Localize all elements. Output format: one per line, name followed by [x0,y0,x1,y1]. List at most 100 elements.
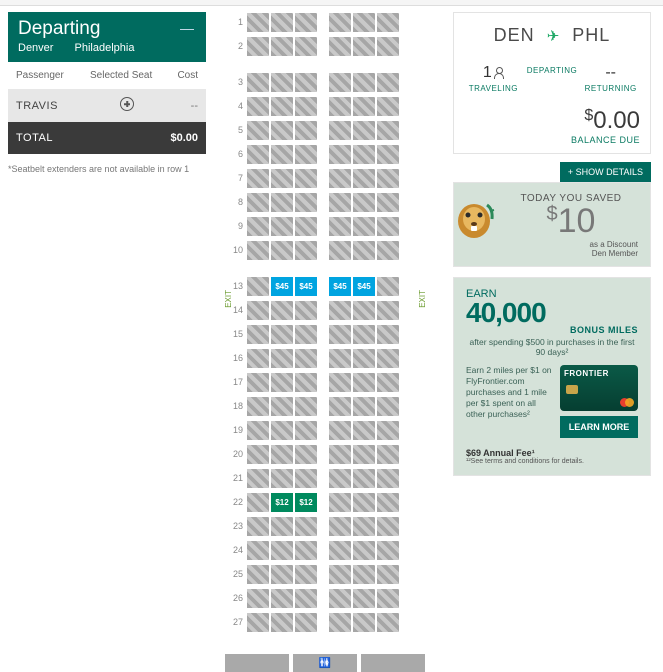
collapse-icon[interactable]: — [180,20,194,36]
seat [271,241,293,260]
row-number: 15 [225,329,243,339]
plane-icon: ✈ [547,28,561,45]
row-number: 17 [225,377,243,387]
row-number: 4 [225,101,243,111]
seat [295,445,317,464]
row-number: 5 [225,125,243,135]
seat [295,517,317,536]
seat [377,217,399,236]
seat [353,169,375,188]
seat [295,373,317,392]
seat [271,541,293,560]
credit-card-box: FRONTIER LEARN MORE [560,365,638,438]
seat [271,325,293,344]
seat [247,145,269,164]
credit-card-image: FRONTIER [560,365,638,411]
seat [271,169,293,188]
seat [353,325,375,344]
seat [271,469,293,488]
seat [353,349,375,368]
seat [377,13,399,32]
seat [271,373,293,392]
seat-priced[interactable]: $45 [271,277,293,296]
seat [377,541,399,560]
seat-priced[interactable]: $12 [295,493,317,512]
row-number: 20 [225,449,243,459]
seat-priced[interactable]: $45 [295,277,317,296]
person-icon [494,67,504,79]
seat-row: 5 [225,120,425,140]
seat [377,145,399,164]
seat-row: 14 [225,300,425,320]
route-to: Philadelphia [75,42,135,54]
lav-left [225,654,289,672]
row-number: 25 [225,569,243,579]
seat [377,445,399,464]
promo-text: Earn 2 miles per $1 on FlyFrontier.com p… [466,365,554,438]
seat [247,493,269,512]
seat-row [225,264,425,272]
balance-amount: $0.00 [464,107,640,135]
seat-row: 9 [225,216,425,236]
seat [271,517,293,536]
seat-priced[interactable]: $12 [271,493,293,512]
departing-label: DEPARTING [523,66,582,75]
plus-icon [120,97,134,111]
seat [329,613,351,632]
seat [353,73,375,92]
seat [353,121,375,140]
seat [329,217,351,236]
seat [353,445,375,464]
seat [329,445,351,464]
card-chip-icon [566,385,578,394]
seat [329,421,351,440]
promo-card: EARN 40,000 BONUS MILES after spending $… [453,277,651,476]
seat-row: 20 [225,444,425,464]
seat [247,517,269,536]
seat-row: 1 [225,12,425,32]
col-passenger: Passenger [16,70,90,81]
promo-body: Earn 2 miles per $1 on FlyFrontier.com p… [466,365,638,438]
promo-fee: $69 Annual Fee¹ [466,448,638,458]
seat [377,277,399,296]
passenger-row[interactable]: TRAVIS -- [8,89,206,122]
seat [377,169,399,188]
seat [247,397,269,416]
lav-center: 🚻 [293,654,357,672]
seat [329,193,351,212]
departing-header: Departing Denver Philadelphia — [8,12,206,62]
seat [247,73,269,92]
seat-priced[interactable]: $45 [329,277,351,296]
seat [353,37,375,56]
seat [247,421,269,440]
row-number: 2 [225,41,243,51]
seat [247,445,269,464]
seat-row: 25 [225,564,425,584]
seat [295,121,317,140]
total-label: TOTAL [16,132,170,144]
seat-rows-container: 1234567891013$45$45$45$45141516171819202… [225,12,425,650]
seat [353,421,375,440]
seat [329,493,351,512]
seat [377,517,399,536]
seat [271,145,293,164]
seat [271,121,293,140]
seat-priced[interactable]: $45 [353,277,375,296]
seat-row: 16 [225,348,425,368]
seat [295,97,317,116]
show-details-button[interactable]: + SHOW DETAILS [560,162,651,182]
seat [247,97,269,116]
seat [295,469,317,488]
row-number: 21 [225,473,243,483]
seat-row: 19 [225,420,425,440]
seat [295,169,317,188]
learn-more-button[interactable]: LEARN MORE [560,416,638,438]
seat [295,349,317,368]
add-seat-button[interactable] [90,97,164,114]
seat [271,217,293,236]
seat [271,589,293,608]
seat [271,97,293,116]
seat [329,541,351,560]
seat [353,241,375,260]
seat [329,301,351,320]
